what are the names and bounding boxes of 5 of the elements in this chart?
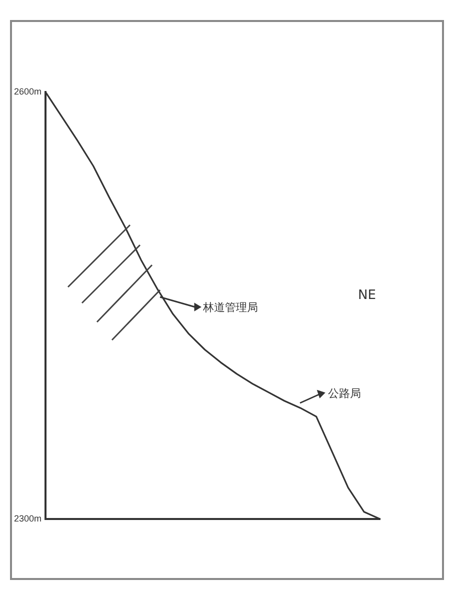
- y-tick-label: 2300m: [14, 513, 42, 524]
- annotation: 公路局: [328, 386, 361, 401]
- annotation: NE: [358, 288, 376, 303]
- annotation: 林道管理局: [203, 300, 258, 315]
- y-tick-label: 2600m: [14, 86, 42, 96]
